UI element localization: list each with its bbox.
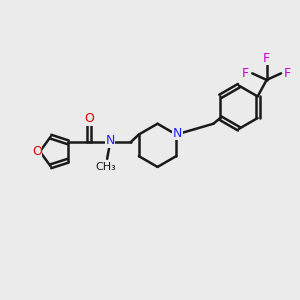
Text: N: N [105, 134, 115, 147]
Text: CH₃: CH₃ [95, 162, 116, 172]
Text: F: F [242, 67, 249, 80]
Text: F: F [284, 67, 291, 80]
Text: F: F [263, 52, 270, 65]
Text: O: O [32, 145, 42, 158]
Text: N: N [173, 127, 182, 140]
Text: O: O [84, 112, 94, 125]
